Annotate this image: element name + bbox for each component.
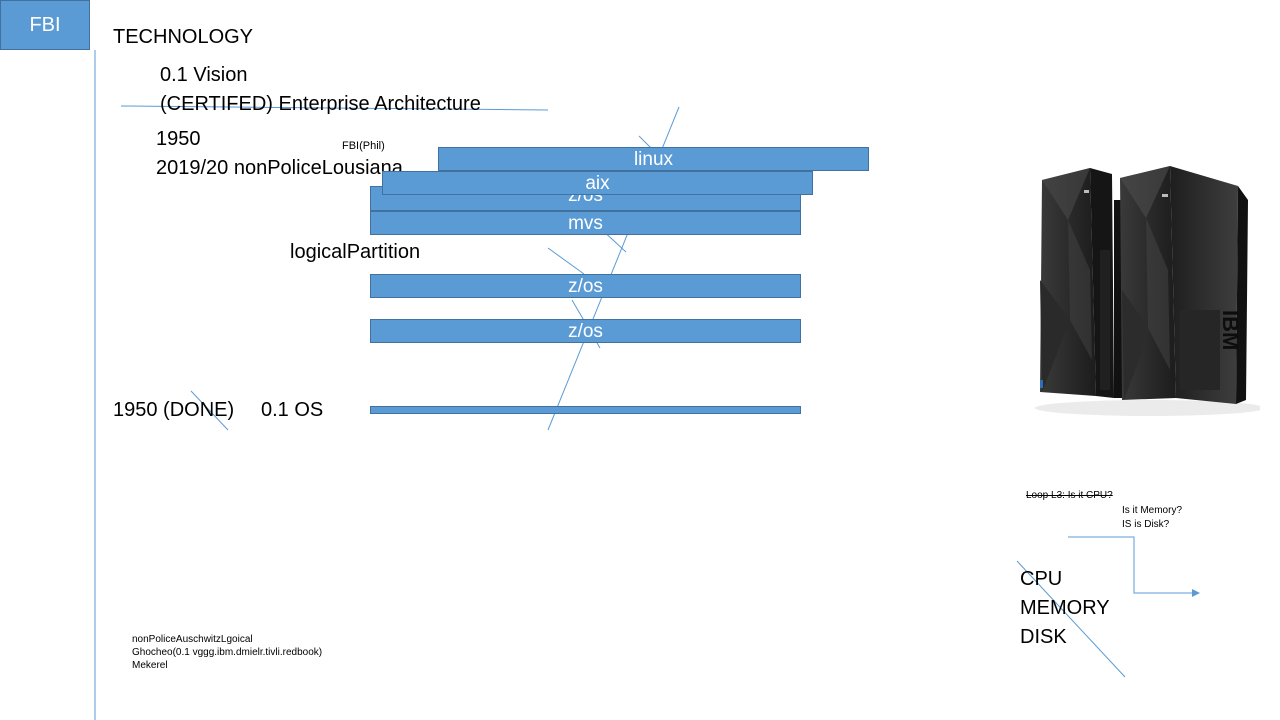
cpu-label: CPU <box>1020 568 1063 590</box>
done-label: 1950 (DONE) <box>113 399 235 421</box>
page-title: TECHNOLOGY <box>113 26 254 48</box>
memory-label: MEMORY <box>1020 597 1110 619</box>
ibm-mainframe-image: IBM <box>1035 166 1260 416</box>
aix-label: aix <box>585 172 610 194</box>
linux-bar: linux <box>438 147 869 171</box>
mvs-label: mvs <box>568 212 603 234</box>
diagonal-line-lpar <box>547 247 585 275</box>
zos-lpar1-label: z/os <box>568 275 603 297</box>
timeline-line2: 2019/20 nonPoliceLousiana <box>156 157 403 179</box>
notes-line3: Mekerel <box>132 660 168 671</box>
loop-cpu-question: Loop L3: Is it CPU? <box>1026 490 1113 501</box>
logical-partition-label: logicalPartition <box>290 241 421 263</box>
ibm-logo-text: IBM <box>1218 310 1243 350</box>
vision-underline <box>120 105 549 111</box>
fbi-box: FBI <box>0 0 90 50</box>
aix-bar: aix <box>382 171 813 195</box>
loop-disk-question: IS is Disk? <box>1122 519 1170 530</box>
mvs-bar: mvs <box>370 211 801 235</box>
zos-lpar2-bar: z/os <box>370 319 801 343</box>
done-strike-line <box>190 390 229 431</box>
zos-lpar2-label: z/os <box>568 320 603 342</box>
vision-line2: (CERTIFED) Enterprise Architecture <box>160 93 481 115</box>
loop-arrowhead-icon <box>1192 589 1200 597</box>
os-bar <box>370 406 801 414</box>
disk-label: DISK <box>1020 626 1067 648</box>
loop-connector <box>1068 536 1195 594</box>
vision-line1: 0.1 Vision <box>160 64 248 86</box>
zos-lpar1-bar: z/os <box>370 274 801 298</box>
linux-label: linux <box>633 148 674 170</box>
notes-line1: nonPoliceAuschwitzLgoical <box>132 634 253 645</box>
resources-strike-line <box>1016 560 1126 678</box>
fbi-phil-label: FBI(Phil) <box>342 140 385 152</box>
fbi-label: FBI <box>29 13 61 36</box>
notes-line2: Ghocheo(0.1 vggg.ibm.dmielr.tivli.redboo… <box>132 647 323 658</box>
os-label: 0.1 OS <box>261 399 324 421</box>
loop-memory-question: Is it Memory? <box>1122 505 1183 516</box>
timeline-year: 1950 <box>156 128 201 150</box>
